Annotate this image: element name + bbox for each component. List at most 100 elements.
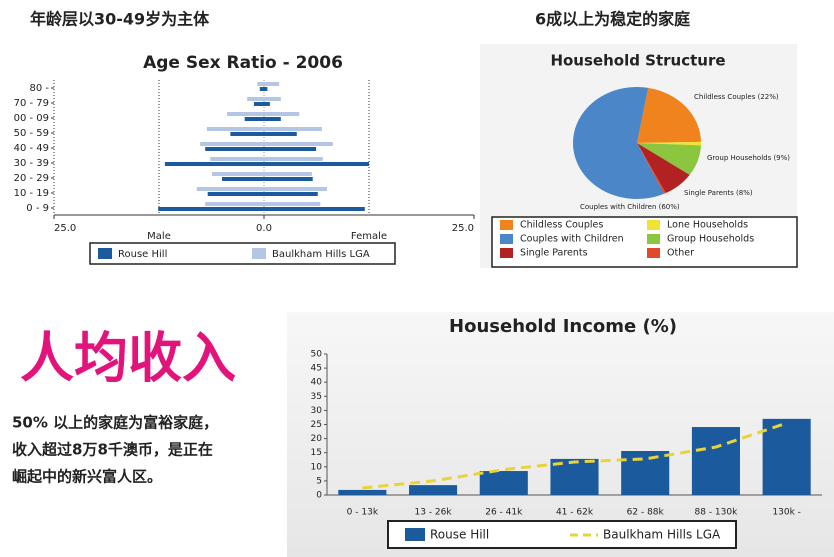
x-tick-label: 0.0 [256,223,272,234]
heading: 年龄层以30-49岁为主体 [30,10,210,29]
bar [264,172,312,176]
axis-label: Female [351,231,387,242]
legend-swatch [647,248,660,258]
slice-label: Childless Couples (22%) [694,93,779,101]
bar [227,112,264,116]
legend-label: Baulkham Hills LGA [272,249,370,260]
y-tick-label: 20 - 29 [14,173,49,184]
legend-swatch [98,248,112,259]
y-tick-label: 10 - 19 [14,188,49,199]
body-text: 50% 以上的家庭为富裕家庭， [12,414,218,432]
legend-swatch [647,220,660,230]
y-tick-label: 15 [311,448,322,458]
bar [264,87,268,91]
legend-swatch [500,248,513,258]
x-tick-label: 130k - [772,508,801,518]
y-tick-label: 25 [311,420,322,430]
bar [264,192,318,196]
bar [257,82,264,86]
y-tick-label: 70 - 79 [14,98,49,109]
bar [264,132,297,136]
legend-box [89,242,396,265]
legend-label: Childless Couples [520,220,603,231]
pie-slice [637,141,701,146]
y-tick-label: 35 [311,392,322,402]
bar [207,192,264,196]
slice-label: Single Parents (8%) [684,189,753,197]
chart-title: Age Sex Ratio - 2006 [143,53,343,73]
bar [210,157,264,161]
x-tick-label: 13 - 26k [415,508,453,518]
bar [264,102,270,106]
y-tick-label: 10 [311,462,323,472]
bar [264,177,313,181]
y-tick-label: 20 [311,434,323,444]
bar [264,127,322,131]
bar [264,202,321,206]
y-tick-label: 30 [311,406,323,416]
x-tick-label: 88 - 130k [695,508,739,518]
legend-swatch [500,234,513,244]
bar [621,451,670,495]
axis-label: Male [147,231,171,242]
y-tick-label: 45 [311,364,322,374]
legend-box [387,520,737,549]
bar [264,142,333,146]
bar [264,187,327,191]
bar [264,207,365,211]
bar [762,418,811,495]
bar [230,132,264,136]
bar [259,87,264,91]
bar [158,207,264,211]
pie-slice [637,143,690,194]
bar [205,202,264,206]
bar [196,187,264,191]
x-tick-label: 25.0 [452,223,474,234]
bar [479,471,528,495]
legend-label: Group Households [667,234,754,245]
bar [264,162,369,166]
pie-slice [637,143,666,194]
y-tick-label: 50 [311,350,323,360]
bar [244,117,264,121]
y-tick-label: 0 - 9 [26,203,49,214]
slice-label: Couples with Children (60%) [580,203,680,211]
bar [206,127,264,131]
bar [200,142,264,146]
legend-label: Single Parents [520,248,588,259]
big-heading: 人均收入 [20,327,236,390]
x-tick-label: 26 - 41k [485,508,523,518]
chart-title: Household Income (%) [449,316,677,337]
bar [253,102,264,106]
legend-swatch [405,528,425,541]
y-tick-label: 40 - 49 [14,143,49,154]
x-tick-label: 41 - 62k [556,508,594,518]
y-tick-label: 00 - 09 [14,113,49,124]
y-tick-label: 40 [311,378,323,388]
bar [205,147,264,151]
bar [264,147,317,151]
legend-label: Rouse Hill [118,249,167,260]
y-tick-label: 50 - 59 [14,128,49,139]
bar [409,485,458,495]
legend-label: Lone Households [667,220,748,231]
pie-slice [637,143,701,175]
y-tick-label: 80 - [29,83,49,94]
heading: 6成以上为稳定的家庭 [535,10,690,29]
line [362,421,788,490]
bar [222,177,264,181]
legend-swatch [252,248,266,259]
bar [264,112,300,116]
y-tick-label: 5 [316,476,322,486]
legend-swatch [647,234,660,244]
bar [264,117,281,121]
y-tick-label: 30 - 39 [14,158,49,169]
legend-box [491,216,798,268]
bar [247,97,264,101]
bar [211,172,264,176]
slice-label: Group Households (9%) [707,154,790,162]
x-tick-label: 25.0 [54,223,76,234]
legend-label: Baulkham Hills LGA [603,528,721,542]
y-tick-label: 0 [316,491,322,501]
